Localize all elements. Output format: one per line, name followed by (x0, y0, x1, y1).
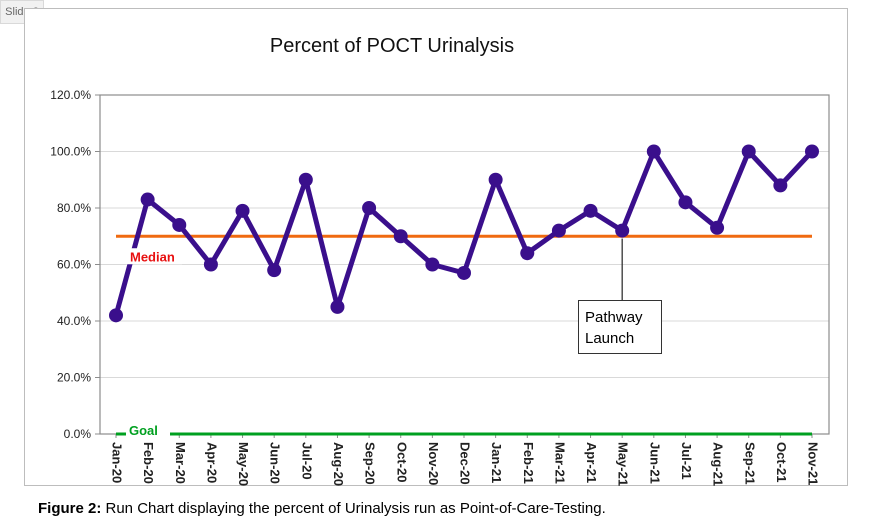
x-axis-ticks: Jan-20 Feb-20 Mar-20 Apr-20 May-20 Jun-20 Jul-… (110, 434, 821, 486)
data-point (615, 223, 630, 238)
data-point (425, 257, 440, 272)
slide-frame (24, 8, 848, 486)
data-point (330, 299, 345, 314)
x-tick-label: Jun-21 (647, 442, 662, 484)
x-tick-label: Feb-21 (521, 442, 536, 484)
x-tick-label: Jan-20 (110, 442, 125, 483)
y-axis-ticks: 0.0% 20.0% 40.0% 60.0% 80.0% 100.0% 120.0% (50, 88, 100, 441)
pathway-line1: Pathway (585, 309, 643, 326)
x-tick-label: May-21 (616, 442, 631, 486)
x-tick-label: Jan-21 (489, 442, 504, 483)
y-tick-label: 100.0% (50, 145, 91, 159)
x-tick-label: Sep-21 (742, 442, 757, 485)
reference-labels: Median Goal (126, 248, 182, 442)
median-label: Median (130, 249, 175, 264)
data-point (710, 220, 725, 235)
y-tick-label: 40.0% (57, 314, 91, 328)
x-tick-label: Jul-21 (679, 442, 694, 480)
x-tick-label: Sep-20 (363, 442, 378, 485)
data-point (298, 172, 313, 187)
y-tick-label: 0.0% (64, 427, 92, 441)
y-tick-label: 120.0% (50, 88, 91, 102)
y-tick-label: 20.0% (57, 371, 91, 385)
x-tick-label: Apr-21 (584, 442, 599, 483)
run-chart: Percent of POCT Urinalysis 0.0% 20.0% 40.0… (50, 35, 830, 486)
data-point (520, 246, 535, 261)
caption-prefix: Figure 2: (38, 500, 102, 517)
data-point (773, 178, 788, 193)
y-tick-label: 80.0% (57, 201, 91, 215)
x-tick-label: Mar-20 (173, 442, 188, 484)
chart-title: Percent of POCT Urinalysis (270, 35, 514, 57)
figure-caption: Figure 2: Run Chart displaying the perce… (38, 500, 606, 517)
x-tick-label: Nov-21 (806, 442, 821, 485)
x-tick-label: Oct-20 (394, 442, 409, 482)
data-point (741, 144, 756, 159)
data-point (203, 257, 218, 272)
data-point (235, 203, 250, 218)
data-point (583, 203, 598, 218)
y-tick-label: 60.0% (57, 258, 91, 272)
data-point (646, 144, 661, 159)
data-point (457, 265, 471, 280)
series-line (113, 149, 814, 317)
goal-label-bg (126, 426, 170, 442)
x-tick-label: Feb-20 (141, 442, 156, 484)
x-tick-label: Aug-20 (331, 442, 346, 486)
data-point (362, 201, 377, 215)
data-point (109, 308, 123, 323)
data-point (172, 217, 187, 232)
x-tick-label: Mar-21 (552, 442, 567, 484)
pathway-line2: Launch (585, 330, 635, 347)
x-tick-label: May-20 (236, 442, 251, 486)
caption-text: Run Chart displaying the percent of Urin… (101, 500, 606, 517)
data-point (551, 223, 566, 238)
data-point (140, 192, 155, 207)
median-label-bg (126, 248, 182, 265)
goal-label: Goal (129, 423, 158, 438)
x-tick-label: Jun-20 (268, 442, 283, 484)
pathway-launch-annotation: Pathway Launch (578, 300, 662, 354)
data-point (393, 229, 408, 244)
x-tick-label: Oct-21 (774, 442, 789, 482)
x-tick-label: Jul-20 (299, 442, 314, 480)
data-point (267, 263, 282, 278)
series-layer (109, 144, 819, 323)
data-point (678, 195, 693, 210)
data-point (488, 172, 503, 187)
x-tick-label: Nov-20 (426, 442, 441, 485)
data-point (805, 144, 819, 159)
x-tick-label: Apr-20 (204, 442, 219, 483)
x-tick-label: Aug-21 (711, 442, 726, 486)
x-tick-label: Dec-20 (458, 442, 473, 485)
reference-lines (116, 234, 812, 436)
